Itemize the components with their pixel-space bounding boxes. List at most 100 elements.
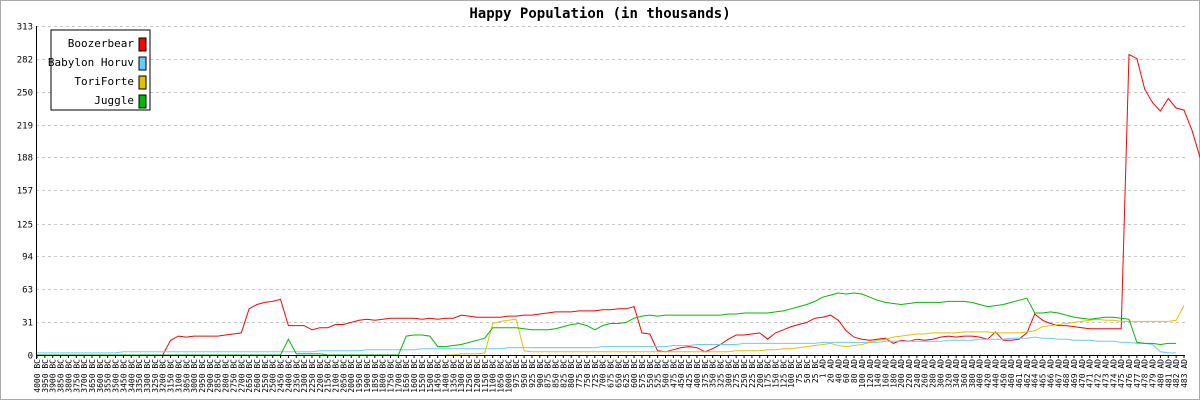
x-tick-label: 483 AD — [1180, 359, 1189, 388]
x-tick-label: 725 BC — [591, 359, 600, 388]
x-tick-label: 1600 BC — [410, 359, 419, 393]
x-tick-label: 1400 BC — [442, 359, 451, 393]
x-tick-label: 471 AD — [1086, 359, 1095, 388]
x-tick-label: 474 AD — [1109, 359, 1118, 388]
x-tick-label: 1900 BC — [363, 359, 372, 393]
y-tick-label: 157 — [17, 187, 33, 197]
x-tick-label: 925 BC — [528, 359, 537, 388]
y-tick-label: 94 — [22, 253, 33, 263]
legend-swatch — [138, 56, 147, 71]
series-line-babylon-horuv — [37, 336, 1177, 354]
x-tick-label: 1100 BC — [489, 359, 498, 393]
x-tick-label: 3050 BC — [182, 359, 191, 393]
x-tick-label: 2400 BC — [284, 359, 293, 393]
x-tick-label: 2900 BC — [206, 359, 215, 393]
x-tick-label: 300 BC — [724, 359, 733, 388]
x-tick-label: 1 AD — [819, 359, 828, 378]
x-tick-label: 420 AD — [984, 359, 993, 388]
x-tick-label: 575 BC — [638, 359, 647, 388]
x-tick-label: 477 AD — [1133, 359, 1142, 388]
series-line-toriforte — [445, 305, 1185, 356]
x-tick-label: 472 AD — [1094, 359, 1103, 388]
x-tick-label: 2050 BC — [339, 359, 348, 393]
legend-swatch — [138, 75, 147, 90]
x-tick-label: 160 AD — [881, 359, 890, 388]
x-tick-label: 2650 BC — [245, 359, 254, 393]
x-tick-label: 3800 BC — [64, 359, 73, 393]
y-tick-label: 0 — [28, 352, 33, 362]
axes: 0 31 63 94 125 157 188 219 250 282 313 4000 BC3950 … — [17, 23, 1189, 393]
x-tick-label: 3200 BC — [159, 359, 168, 393]
x-tick-label: 2550 BC — [261, 359, 270, 393]
x-tick-label: 3850 BC — [57, 359, 66, 393]
x-tick-label: 1150 BC — [481, 359, 490, 393]
x-tick-label: 2150 BC — [324, 359, 333, 393]
x-tick-label: 600 BC — [630, 359, 639, 388]
x-tick-label: 3650 BC — [88, 359, 97, 393]
x-tick-label: 340 AD — [952, 359, 961, 388]
x-tick-label: 850 BC — [552, 359, 561, 388]
x-tick-label: 3750 BC — [72, 359, 81, 393]
x-tick-label: 1550 BC — [418, 359, 427, 393]
x-tick-label: 470 AD — [1078, 359, 1087, 388]
x-tick-label: 60 AD — [842, 359, 851, 383]
x-tick-label: 200 AD — [897, 359, 906, 388]
x-tick-label: 2300 BC — [300, 359, 309, 393]
x-tick-label: 479 AD — [1149, 359, 1158, 388]
x-tick-label: 2000 BC — [347, 359, 356, 393]
x-tick-label: 3450 BC — [119, 359, 128, 393]
x-tick-label: 476 AD — [1125, 359, 1134, 388]
x-tick-label: 875 BC — [544, 359, 553, 388]
x-tick-label: 1850 BC — [371, 359, 380, 393]
y-tick-label: 125 — [17, 221, 33, 231]
x-tick-label: 1200 BC — [473, 359, 482, 393]
x-tick-label: 950 BC — [520, 359, 529, 388]
x-tick-label: 464 AD — [1031, 359, 1040, 388]
x-tick-label: 700 BC — [599, 359, 608, 388]
x-tick-label: 2850 BC — [214, 359, 223, 393]
x-tick-label: 3900 BC — [49, 359, 58, 393]
x-tick-label: 300 AD — [936, 359, 945, 388]
x-tick-label: 440 AD — [991, 359, 1000, 388]
x-tick-label: 220 AD — [905, 359, 914, 388]
x-tick-label: 280 AD — [929, 359, 938, 388]
x-tick-label: 2200 BC — [316, 359, 325, 393]
x-tick-label: 380 AD — [968, 359, 977, 388]
x-tick-label: 625 BC — [622, 359, 631, 388]
y-tick-label: 31 — [22, 319, 33, 329]
x-tick-label: 375 BC — [701, 359, 710, 388]
x-tick-label: 675 BC — [607, 359, 616, 388]
x-tick-label: 1250 BC — [465, 359, 474, 393]
legend-box — [50, 29, 151, 111]
x-tick-label: 2100 BC — [332, 359, 341, 393]
x-tick-label: 475 BC — [669, 359, 678, 388]
x-tick-label: 650 BC — [614, 359, 623, 388]
x-tick-label: 250 BC — [740, 359, 749, 388]
x-tick-label: 360 AD — [960, 359, 969, 388]
x-tick-label: 3700 BC — [80, 359, 89, 393]
x-tick-label: 481 AD — [1164, 359, 1173, 388]
x-tick-label: 450 AD — [999, 359, 1008, 388]
x-tick-label: 20 AD — [826, 359, 835, 383]
x-tick-label: 468 AD — [1062, 359, 1071, 388]
x-tick-label: 2450 BC — [277, 359, 286, 393]
x-tick-label: 480 AD — [1156, 359, 1165, 388]
y-tick-label: 188 — [17, 154, 33, 164]
x-tick-label: 462 AD — [1023, 359, 1032, 388]
y-tick-label: 63 — [22, 286, 33, 296]
x-tick-label: 425 BC — [685, 359, 694, 388]
y-tick-label: 282 — [17, 56, 33, 66]
x-tick-label: 150 BC — [771, 359, 780, 388]
x-tick-label: 2950 BC — [198, 359, 207, 393]
x-tick-label: 2250 BC — [308, 359, 317, 393]
x-tick-label: 2750 BC — [229, 359, 238, 393]
legend-label: Boozerbear — [68, 37, 135, 50]
x-tick-label: 1000 BC — [504, 359, 513, 393]
x-tick-label: 120 AD — [866, 359, 875, 388]
x-tick-label: 3150 BC — [167, 359, 176, 393]
x-tick-label: 225 BC — [748, 359, 757, 388]
x-tick-label: 3550 BC — [104, 359, 113, 393]
x-tick-label: 50 BC — [803, 359, 812, 383]
x-tick-label: 800 BC — [567, 359, 576, 388]
